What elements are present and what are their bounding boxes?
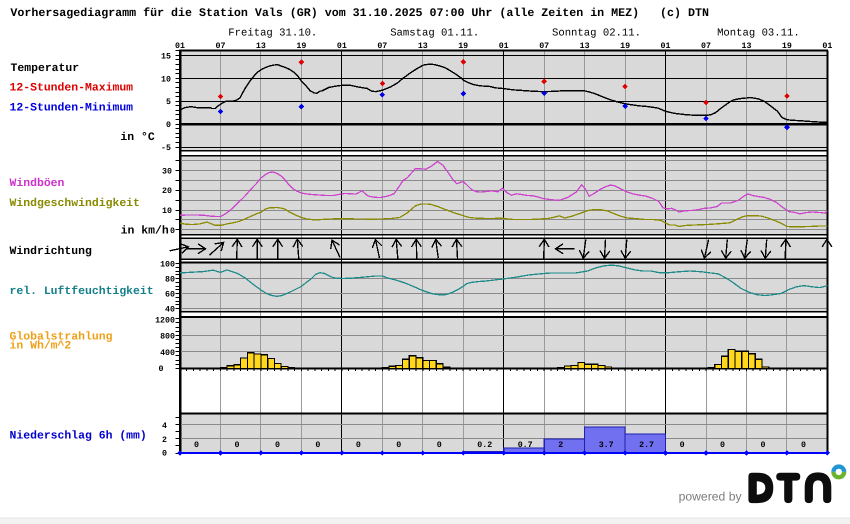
svg-text:01: 01 xyxy=(661,42,671,51)
svg-text:0: 0 xyxy=(680,441,685,450)
svg-text:rel. Luftfeuchtigkeit: rel. Luftfeuchtigkeit xyxy=(10,285,154,298)
svg-text:1200: 1200 xyxy=(155,317,175,326)
svg-text:13: 13 xyxy=(580,42,590,51)
svg-text:20: 20 xyxy=(162,187,172,196)
svg-text:2.7: 2.7 xyxy=(639,441,654,450)
svg-text:0: 0 xyxy=(437,441,442,450)
svg-text:12-Stunden-Minimum: 12-Stunden-Minimum xyxy=(10,101,134,114)
svg-text:13: 13 xyxy=(418,42,428,51)
svg-text:100: 100 xyxy=(160,261,175,270)
svg-text:Montag 03.11.: Montag 03.11. xyxy=(717,28,800,40)
svg-text:Freitag 31.10.: Freitag 31.10. xyxy=(228,28,317,40)
svg-text:2: 2 xyxy=(558,441,563,450)
svg-text:01: 01 xyxy=(822,42,832,51)
svg-text:Samstag 01.11.: Samstag 01.11. xyxy=(390,28,479,40)
svg-text:0: 0 xyxy=(166,121,171,130)
svg-text:4: 4 xyxy=(162,422,167,431)
svg-text:19: 19 xyxy=(782,42,792,51)
svg-text:0: 0 xyxy=(315,441,320,450)
svg-text:07: 07 xyxy=(701,42,711,51)
svg-text:07: 07 xyxy=(377,42,387,51)
svg-text:0: 0 xyxy=(159,365,164,374)
svg-text:0.7: 0.7 xyxy=(518,441,533,450)
svg-text:in °C: in °C xyxy=(120,131,154,144)
svg-text:13: 13 xyxy=(256,42,266,51)
svg-text:60: 60 xyxy=(165,291,175,300)
svg-text:07: 07 xyxy=(539,42,549,51)
svg-text:10: 10 xyxy=(161,75,171,84)
svg-text:-5: -5 xyxy=(161,144,171,153)
svg-text:in Wh/m^2: in Wh/m^2 xyxy=(10,340,72,353)
svg-text:powered by: powered by xyxy=(679,489,743,503)
svg-text:19: 19 xyxy=(458,42,468,51)
svg-text:19: 19 xyxy=(296,42,306,51)
svg-text:Globalstrahlung: Globalstrahlung xyxy=(10,330,113,343)
svg-text:800: 800 xyxy=(160,332,175,341)
svg-text:0: 0 xyxy=(396,441,401,450)
svg-text:2: 2 xyxy=(162,436,167,445)
svg-text:Windgeschwindigkeit: Windgeschwindigkeit xyxy=(10,197,140,210)
svg-text:01: 01 xyxy=(175,42,185,51)
svg-text:0: 0 xyxy=(761,441,766,450)
svg-text:30: 30 xyxy=(162,167,172,176)
svg-text:19: 19 xyxy=(620,42,630,51)
svg-text:0.2: 0.2 xyxy=(477,441,492,450)
svg-text:40: 40 xyxy=(165,306,175,315)
svg-text:3.7: 3.7 xyxy=(599,441,614,450)
svg-text:0: 0 xyxy=(170,227,175,236)
svg-text:5: 5 xyxy=(166,98,171,107)
svg-text:0: 0 xyxy=(356,441,361,450)
svg-text:Niederschlag 6h (mm): Niederschlag 6h (mm) xyxy=(10,429,147,442)
svg-text:Sonntag 02.11.: Sonntag 02.11. xyxy=(552,28,641,40)
svg-text:15: 15 xyxy=(161,52,171,61)
svg-text:10: 10 xyxy=(162,207,172,216)
svg-text:0: 0 xyxy=(235,441,240,450)
svg-text:0: 0 xyxy=(162,450,167,459)
svg-text:in km/h: in km/h xyxy=(121,224,169,237)
svg-text:07: 07 xyxy=(216,42,226,51)
svg-text:Vorhersagediagramm für die Sta: Vorhersagediagramm für die Station Vals … xyxy=(10,7,709,20)
svg-text:Windböen: Windböen xyxy=(10,177,65,190)
svg-text:01: 01 xyxy=(499,42,509,51)
svg-text:12-Stunden-Maximum: 12-Stunden-Maximum xyxy=(10,81,134,94)
svg-text:400: 400 xyxy=(160,349,175,358)
svg-text:01: 01 xyxy=(337,42,347,51)
svg-text:0: 0 xyxy=(194,441,199,450)
svg-text:80: 80 xyxy=(165,276,175,285)
svg-text:13: 13 xyxy=(742,42,752,51)
svg-text:0: 0 xyxy=(801,441,806,450)
svg-text:Windrichtung: Windrichtung xyxy=(10,245,92,258)
svg-text:0: 0 xyxy=(275,441,280,450)
svg-text:0: 0 xyxy=(720,441,725,450)
svg-text:Temperatur: Temperatur xyxy=(11,62,80,75)
